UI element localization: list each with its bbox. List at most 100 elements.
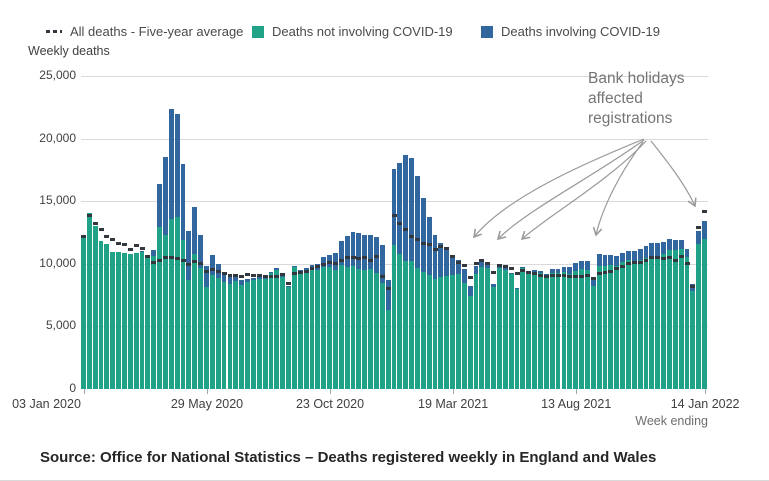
source-text: Source: Office for National Statistics –… bbox=[40, 449, 657, 466]
bar-non-covid bbox=[473, 274, 479, 389]
bar-covid bbox=[168, 109, 174, 219]
x-tick-mark bbox=[207, 389, 208, 394]
five-year-average-dash bbox=[514, 272, 520, 276]
bar-non-covid bbox=[438, 276, 444, 389]
y-tick-label: 10,000 bbox=[39, 255, 76, 270]
five-year-average-dash bbox=[286, 282, 292, 286]
five-year-average-dash bbox=[444, 247, 450, 251]
bar-non-covid bbox=[362, 269, 368, 389]
five-year-average-dash bbox=[450, 255, 456, 259]
bar-covid bbox=[409, 158, 414, 262]
bar-non-covid bbox=[98, 240, 104, 389]
bar-non-covid bbox=[415, 267, 420, 389]
bar-non-covid bbox=[596, 265, 602, 389]
bar-covid bbox=[532, 270, 538, 273]
five-year-average-dash bbox=[549, 273, 555, 277]
y-tick-label: 15,000 bbox=[39, 193, 76, 208]
y-tick-label: 25,000 bbox=[39, 68, 76, 82]
bar-covid bbox=[397, 163, 403, 254]
bar-covid bbox=[444, 250, 450, 277]
bar-covid bbox=[262, 277, 268, 279]
bar-non-covid bbox=[204, 286, 209, 389]
five-year-average-dash bbox=[321, 262, 327, 266]
bar-non-covid bbox=[127, 253, 133, 389]
five-year-average-dash bbox=[567, 274, 573, 278]
gridline bbox=[81, 138, 708, 140]
bar-non-covid bbox=[338, 265, 344, 389]
five-year-average-dash bbox=[192, 259, 198, 263]
bar-covid bbox=[186, 230, 192, 280]
bar-covid bbox=[245, 278, 250, 283]
five-year-average-dash bbox=[356, 257, 362, 261]
five-year-average-dash bbox=[379, 274, 385, 278]
bar-non-covid bbox=[209, 274, 215, 389]
bar-covid bbox=[350, 232, 356, 266]
x-tick-label: 13 Aug 2021 bbox=[541, 397, 612, 411]
legend-item-five-year-average: All deaths - Five-year average bbox=[46, 24, 243, 39]
five-year-average-dash bbox=[620, 264, 626, 268]
bar-non-covid bbox=[332, 270, 338, 389]
bar-non-covid bbox=[444, 276, 450, 389]
bar-non-covid bbox=[133, 252, 139, 389]
bar-non-covid bbox=[409, 261, 414, 389]
five-year-average-dash bbox=[268, 274, 274, 278]
bar-non-covid bbox=[391, 244, 397, 389]
five-year-average-dash bbox=[584, 273, 590, 277]
x-tick-label: 19 Mar 2021 bbox=[418, 397, 489, 411]
five-year-average-dash bbox=[649, 256, 655, 259]
x-tick-marks bbox=[81, 389, 708, 395]
five-year-average-dash bbox=[561, 273, 567, 277]
bar-covid bbox=[157, 183, 163, 228]
bar-non-covid bbox=[356, 268, 362, 389]
bar-non-covid bbox=[661, 253, 666, 389]
bar-covid bbox=[491, 283, 497, 287]
bar-non-covid bbox=[215, 278, 221, 389]
x-axis-title: Week ending bbox=[635, 414, 708, 428]
bar-covid bbox=[643, 245, 649, 259]
bar-non-covid bbox=[174, 216, 180, 389]
bar-covid bbox=[579, 260, 584, 270]
bar-covid bbox=[250, 277, 256, 281]
bar-non-covid bbox=[403, 260, 409, 389]
y-tick-label: 0 bbox=[69, 381, 76, 395]
x-tick-label: 03 Jan 2020 bbox=[12, 397, 81, 411]
bar-covid bbox=[274, 268, 280, 271]
five-year-average-dash bbox=[373, 254, 379, 258]
bar-non-covid bbox=[532, 272, 538, 389]
bar-non-covid bbox=[139, 251, 145, 389]
bar-non-covid bbox=[104, 243, 110, 389]
five-year-average-dash bbox=[127, 247, 133, 251]
five-year-average-dash bbox=[602, 271, 608, 275]
bar-non-covid bbox=[163, 235, 168, 389]
bar-covid bbox=[163, 157, 168, 235]
five-year-average-dash bbox=[297, 270, 303, 274]
bar-covid bbox=[596, 254, 602, 266]
five-year-average-dash bbox=[590, 277, 596, 281]
bar-non-covid bbox=[157, 227, 163, 389]
bar-covid bbox=[415, 176, 420, 268]
bar-covid bbox=[209, 254, 215, 275]
x-tick-label: 29 May 2020 bbox=[170, 397, 244, 411]
bar-non-covid bbox=[327, 266, 332, 389]
bar-non-covid bbox=[221, 281, 227, 389]
bar-covid bbox=[198, 235, 204, 268]
bar-covid bbox=[356, 233, 362, 269]
bar-non-covid bbox=[227, 284, 233, 389]
five-year-average-dash bbox=[215, 270, 221, 273]
five-year-average-dash bbox=[145, 255, 151, 259]
bar-covid bbox=[256, 277, 262, 280]
bar-covid bbox=[368, 235, 373, 270]
five-year-average-dash bbox=[168, 256, 174, 260]
bar-covid bbox=[672, 239, 678, 250]
x-tick-mark bbox=[330, 389, 331, 394]
five-year-average-dash bbox=[491, 271, 497, 275]
five-year-average-dash bbox=[133, 243, 139, 247]
bar-covid bbox=[625, 250, 631, 261]
bar-covid bbox=[286, 286, 291, 288]
bar-covid bbox=[684, 248, 690, 258]
bar-covid bbox=[497, 266, 502, 269]
five-year-average-dash bbox=[338, 259, 344, 262]
bar-non-covid bbox=[467, 296, 473, 389]
bar-covid bbox=[461, 269, 467, 283]
bar-non-covid bbox=[145, 257, 151, 389]
